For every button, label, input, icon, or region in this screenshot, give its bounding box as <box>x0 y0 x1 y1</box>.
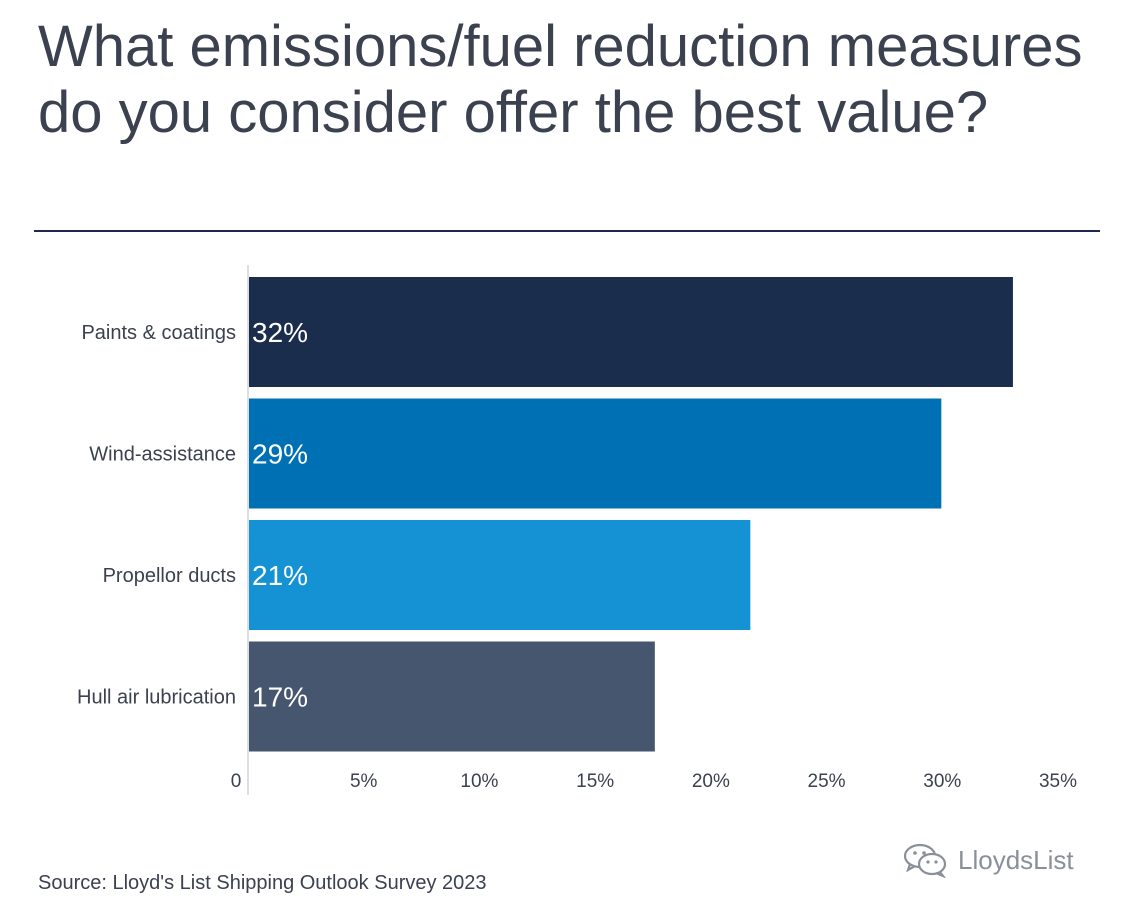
value-label: 21% <box>252 560 308 591</box>
source-note: Source: Lloyd's List Shipping Outlook Su… <box>38 872 487 894</box>
category-label: Propellor ducts <box>103 565 236 587</box>
bar-2 <box>249 398 942 509</box>
x-tick-label: 30% <box>923 771 961 792</box>
x-tick-label: 20% <box>692 771 730 792</box>
value-label: 29% <box>252 439 308 470</box>
watermark-text: LloydsList <box>958 844 1074 875</box>
bar-3 <box>249 520 751 630</box>
category-label: Hull air lubrication <box>77 687 236 709</box>
bar-chart: Paints & coatings 32% Wind-assistance 29% Pr… <box>77 265 1077 795</box>
title-divider <box>34 230 1100 232</box>
value-label: 17% <box>252 682 308 713</box>
x-tick-label: 35% <box>1039 771 1077 792</box>
x-tick-label: 5% <box>350 771 378 792</box>
x-tick-label: 10% <box>460 771 498 792</box>
bar-1 <box>249 277 1013 387</box>
category-label: Wind-assistance <box>89 444 236 466</box>
value-label: 32% <box>252 317 308 348</box>
x-tick-label: 15% <box>576 771 614 792</box>
wechat-icon <box>903 843 947 878</box>
watermark: LloydsList <box>902 842 1074 878</box>
bar-4 <box>249 641 655 752</box>
x-tick-label: 25% <box>808 771 846 792</box>
x-tick-label: 0 <box>231 771 242 792</box>
chart-title: What emissions/fuel reduction measures d… <box>38 14 1083 145</box>
category-label: Paints & coatings <box>81 322 236 344</box>
